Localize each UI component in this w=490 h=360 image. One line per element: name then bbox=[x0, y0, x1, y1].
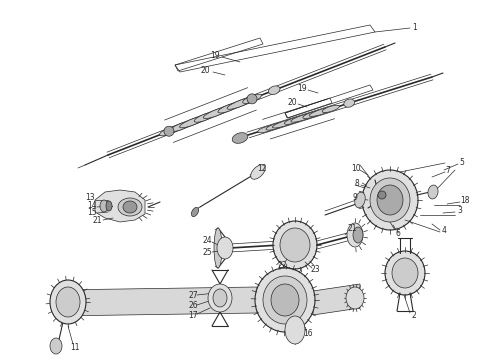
Ellipse shape bbox=[243, 94, 262, 103]
Ellipse shape bbox=[291, 113, 316, 122]
Ellipse shape bbox=[344, 99, 355, 107]
Ellipse shape bbox=[428, 185, 438, 199]
Ellipse shape bbox=[106, 201, 112, 211]
Text: 4: 4 bbox=[441, 225, 446, 234]
Ellipse shape bbox=[160, 127, 178, 136]
Text: 11: 11 bbox=[70, 343, 80, 352]
Ellipse shape bbox=[171, 122, 191, 131]
Ellipse shape bbox=[347, 223, 363, 247]
Ellipse shape bbox=[263, 276, 307, 324]
Ellipse shape bbox=[255, 268, 315, 332]
Ellipse shape bbox=[362, 170, 418, 230]
Ellipse shape bbox=[273, 221, 317, 269]
Text: 22: 22 bbox=[277, 261, 287, 270]
Text: 21: 21 bbox=[347, 224, 357, 233]
Text: 17: 17 bbox=[188, 310, 198, 320]
Ellipse shape bbox=[118, 198, 142, 216]
Ellipse shape bbox=[100, 200, 108, 212]
Text: 23: 23 bbox=[310, 266, 320, 274]
Ellipse shape bbox=[194, 112, 215, 122]
Ellipse shape bbox=[353, 227, 363, 243]
Polygon shape bbox=[95, 190, 145, 222]
Ellipse shape bbox=[208, 284, 232, 312]
Text: 3: 3 bbox=[458, 206, 463, 215]
Ellipse shape bbox=[232, 132, 248, 143]
Text: 21: 21 bbox=[92, 216, 102, 225]
Text: 15: 15 bbox=[87, 207, 97, 216]
Ellipse shape bbox=[370, 178, 410, 222]
Ellipse shape bbox=[217, 237, 233, 259]
Text: 7: 7 bbox=[445, 166, 450, 175]
Ellipse shape bbox=[258, 126, 275, 133]
Ellipse shape bbox=[280, 228, 310, 262]
Ellipse shape bbox=[346, 287, 364, 309]
Ellipse shape bbox=[203, 107, 229, 118]
Ellipse shape bbox=[266, 122, 285, 130]
Text: 9: 9 bbox=[353, 193, 357, 202]
Ellipse shape bbox=[180, 116, 206, 128]
Text: 2: 2 bbox=[412, 310, 416, 320]
Text: 18: 18 bbox=[460, 195, 470, 204]
Ellipse shape bbox=[271, 284, 299, 316]
Ellipse shape bbox=[50, 280, 86, 324]
Text: 20: 20 bbox=[200, 66, 210, 75]
Ellipse shape bbox=[50, 338, 62, 354]
Ellipse shape bbox=[218, 103, 239, 113]
Ellipse shape bbox=[214, 228, 222, 268]
Text: 1: 1 bbox=[413, 23, 417, 32]
Text: 8: 8 bbox=[355, 179, 359, 188]
Text: 26: 26 bbox=[188, 301, 198, 310]
Text: 27: 27 bbox=[188, 291, 198, 300]
Ellipse shape bbox=[355, 192, 365, 208]
Ellipse shape bbox=[251, 165, 265, 179]
Text: 5: 5 bbox=[460, 158, 465, 166]
Text: 25: 25 bbox=[202, 248, 212, 257]
Text: 19: 19 bbox=[297, 84, 307, 93]
Text: 19: 19 bbox=[210, 50, 220, 59]
Ellipse shape bbox=[309, 107, 334, 116]
Ellipse shape bbox=[385, 251, 425, 295]
Ellipse shape bbox=[378, 191, 386, 199]
Ellipse shape bbox=[192, 207, 198, 217]
Text: 14: 14 bbox=[87, 201, 97, 210]
Ellipse shape bbox=[284, 117, 304, 124]
Ellipse shape bbox=[213, 289, 227, 307]
Ellipse shape bbox=[227, 98, 253, 109]
Ellipse shape bbox=[269, 86, 280, 95]
Ellipse shape bbox=[377, 185, 403, 215]
Text: 12: 12 bbox=[257, 163, 267, 172]
Ellipse shape bbox=[123, 201, 137, 213]
Text: 13: 13 bbox=[85, 193, 95, 202]
Ellipse shape bbox=[247, 94, 257, 104]
Ellipse shape bbox=[322, 105, 340, 113]
Ellipse shape bbox=[272, 119, 297, 128]
Text: 10: 10 bbox=[351, 163, 361, 172]
Ellipse shape bbox=[56, 287, 80, 317]
Text: 24: 24 bbox=[202, 235, 212, 244]
Ellipse shape bbox=[303, 111, 322, 118]
Text: 16: 16 bbox=[303, 328, 313, 338]
Text: 6: 6 bbox=[395, 229, 400, 238]
Polygon shape bbox=[55, 287, 257, 316]
Ellipse shape bbox=[285, 316, 305, 344]
Polygon shape bbox=[313, 284, 360, 315]
Ellipse shape bbox=[392, 258, 418, 288]
Ellipse shape bbox=[164, 126, 174, 136]
Text: 20: 20 bbox=[287, 98, 297, 107]
